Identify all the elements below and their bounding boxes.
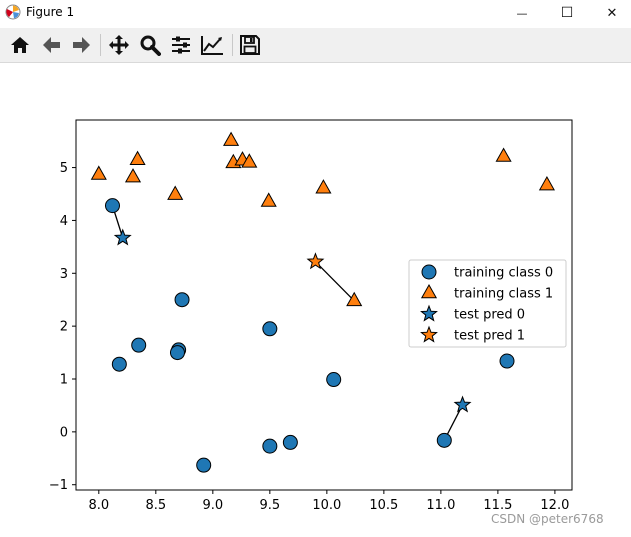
circle-marker [282, 434, 298, 450]
watermark-text: CSDN @peter6768 [491, 512, 604, 526]
triangle-marker [241, 153, 258, 168]
back-arrow-icon [43, 37, 60, 53]
window-title: Figure 1 [26, 5, 75, 19]
circle-marker [326, 372, 342, 388]
circle-marker [131, 337, 147, 353]
configure-subplots-button[interactable] [168, 32, 194, 58]
triangle-marker [538, 175, 555, 191]
save-icon [240, 35, 260, 55]
star-marker [420, 325, 438, 343]
legend-label: test pred 1 [454, 329, 525, 344]
legend-label: training class 0 [454, 266, 553, 281]
x-tick-label: 9.5 [259, 498, 280, 513]
star-marker [113, 228, 132, 246]
axis-ticks: 8.0 8.5 9.0 9.5 10.0 10.5 11.0 11.5 12.0 −1 0 1 2 3 4 5 [49, 161, 570, 513]
legend-box [408, 259, 567, 348]
y-tick-label: 4 [60, 214, 68, 229]
circle-marker [262, 438, 278, 454]
legend: training class 0 training class 1 test pre… [408, 259, 567, 348]
circle-marker [262, 321, 278, 337]
x-tick-label: 9.0 [202, 498, 223, 513]
zoom-icon [140, 35, 161, 56]
triangle-marker [167, 185, 184, 200]
edit-axis-icon [201, 36, 223, 55]
x-tick-label: 8.5 [145, 498, 166, 513]
triangle-marker [223, 131, 240, 146]
triangle-marker [495, 147, 512, 162]
pan-button[interactable] [106, 32, 132, 58]
triangle-marker [420, 283, 438, 299]
close-button[interactable]: ✕ [589, 0, 631, 26]
back-button[interactable] [38, 32, 64, 58]
circle-marker [499, 353, 515, 369]
navigation-toolbar [0, 28, 631, 63]
triangle-marker [124, 168, 142, 183]
star-marker [453, 395, 472, 413]
x-tick-label: 11.0 [426, 498, 455, 513]
circle-marker [196, 457, 212, 473]
save-button[interactable] [237, 32, 263, 58]
maximize-button[interactable]: ☐ [544, 0, 590, 26]
y-tick-label: 2 [60, 320, 68, 335]
x-tick-label: 10.0 [312, 498, 341, 513]
minimize-icon: — [516, 6, 528, 20]
star-marker [420, 304, 438, 322]
minimize-button[interactable]: — [499, 0, 545, 26]
home-button[interactable] [7, 32, 33, 58]
triangle-marker [346, 291, 363, 307]
circle-marker [436, 432, 452, 448]
circle-marker [111, 356, 127, 372]
x-tick-label: 10.5 [369, 498, 398, 513]
triangle-marker [90, 165, 107, 180]
neighbor-line [314, 261, 355, 302]
home-icon [11, 37, 29, 53]
circle-marker [174, 292, 190, 308]
star-marker [306, 252, 325, 270]
maximize-icon: ☐ [560, 5, 574, 21]
triangle-marker [315, 179, 332, 194]
x-tick-label: 8.0 [88, 498, 109, 513]
configure-subplots-icon [172, 36, 190, 54]
matplotlib-logo-icon [5, 4, 21, 20]
y-tick-label: 0 [60, 425, 68, 440]
forward-button[interactable] [69, 32, 95, 58]
legend-label: test pred 0 [454, 308, 525, 323]
y-tick-label: −1 [49, 478, 68, 493]
forward-arrow-icon [73, 37, 90, 53]
y-tick-label: 5 [60, 161, 68, 176]
y-tick-label: 1 [60, 373, 68, 388]
triangle-marker [260, 192, 277, 207]
triangle-marker [129, 150, 146, 165]
y-tick-label: 3 [60, 267, 68, 282]
pan-icon [109, 35, 129, 55]
toolbar-separator [100, 34, 101, 56]
edit-axis-button[interactable] [199, 32, 225, 58]
legend-label: training class 1 [454, 287, 553, 302]
close-icon: ✕ [606, 5, 618, 21]
window-titlebar: Figure 1 — ☐ ✕ [0, 0, 631, 26]
circle-marker [104, 198, 120, 214]
x-tick-label: 11.5 [483, 498, 512, 513]
data-points [90, 131, 555, 473]
zoom-button[interactable] [137, 32, 163, 58]
x-tick-label: 12.0 [540, 498, 569, 513]
circle-marker [169, 345, 185, 361]
toolbar-separator [232, 34, 233, 56]
circle-marker [421, 264, 437, 280]
